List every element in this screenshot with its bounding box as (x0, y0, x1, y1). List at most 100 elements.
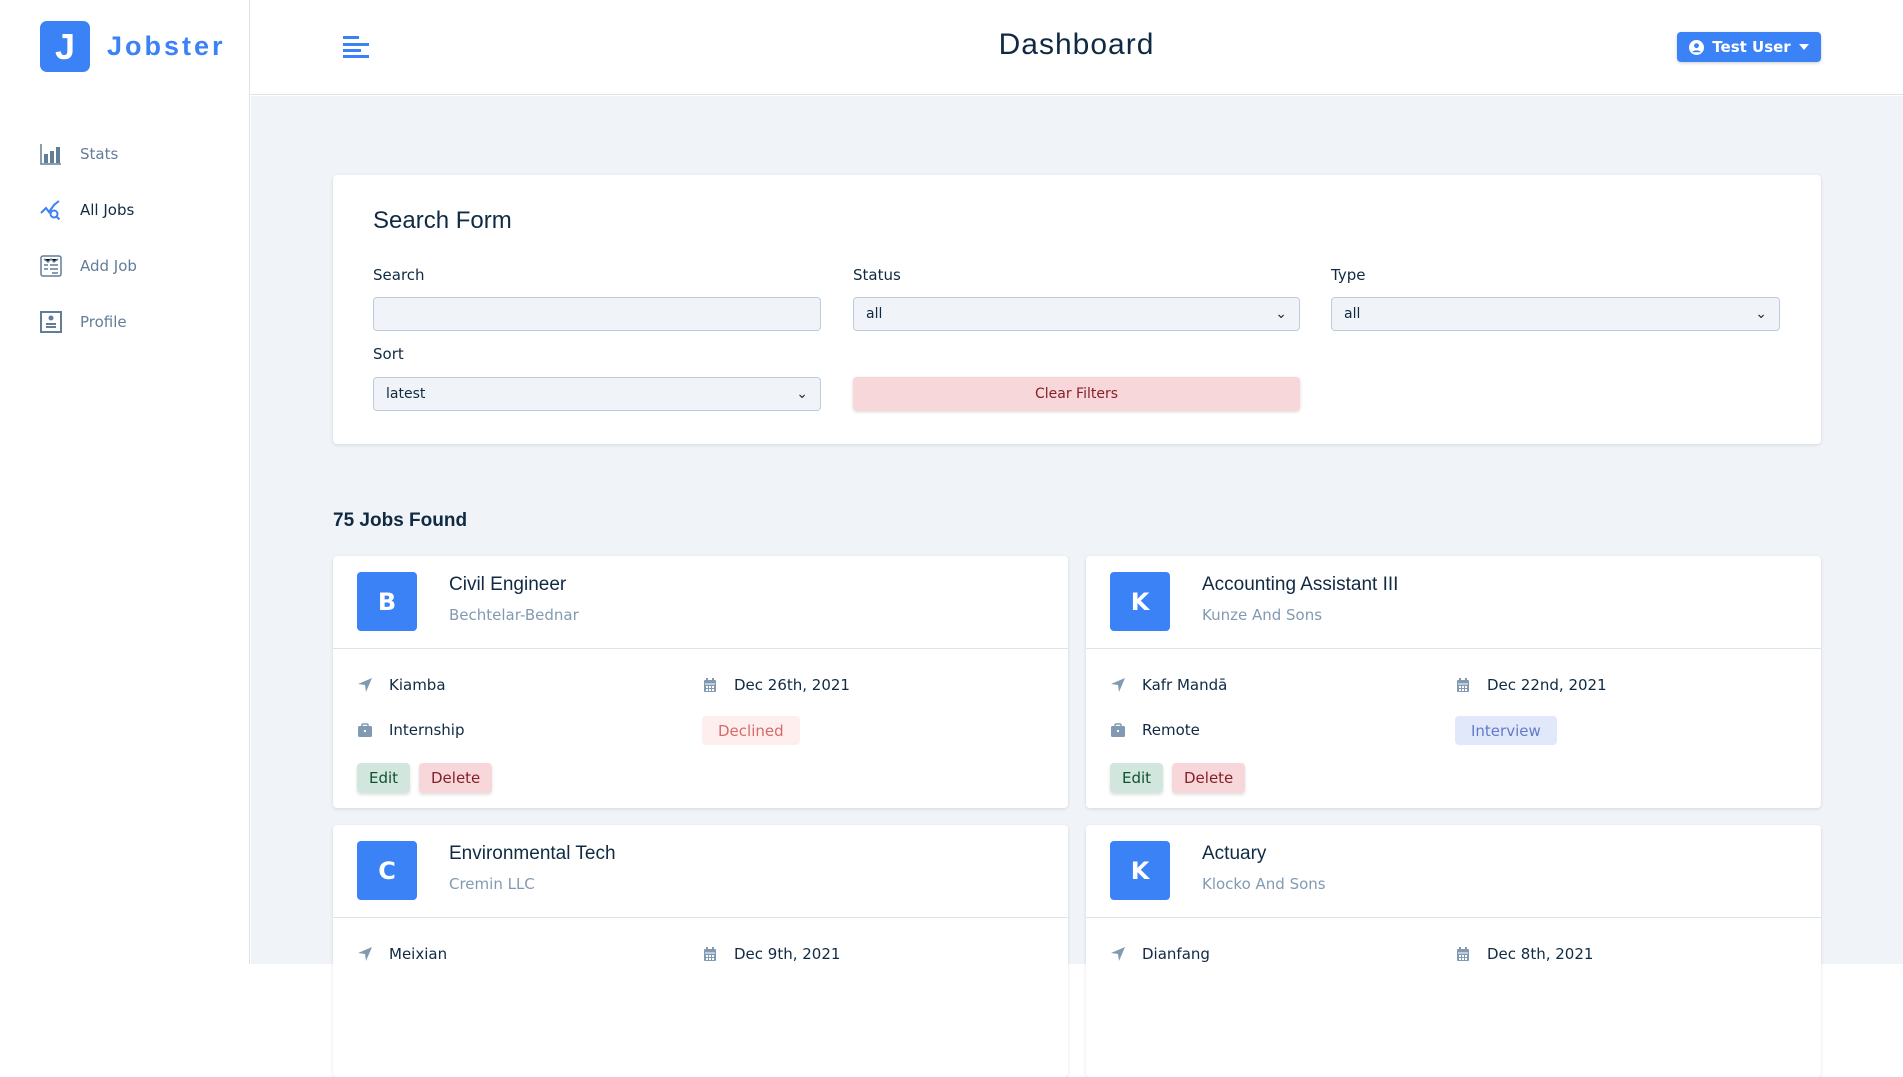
calendar-icon (704, 678, 716, 692)
page-title: Dashboard (998, 28, 1155, 61)
top-navbar: Dashboard Test User (250, 0, 1903, 95)
job-date-text: Dec 9th, 2021 (734, 945, 841, 963)
job-position: Civil Engineer (449, 574, 567, 595)
location-arrow-icon (1111, 947, 1125, 961)
sidebar-item-stats[interactable]: Stats (40, 140, 137, 168)
company-avatar: K (1110, 841, 1170, 900)
calendar-icon (704, 947, 716, 961)
job-location: Kafr Mandā (1110, 676, 1227, 694)
job-type-text: Internship (389, 721, 465, 739)
job-location: Meixian (357, 945, 447, 963)
user-menu-button[interactable]: Test User (1677, 32, 1821, 62)
status-label: Status (853, 266, 901, 284)
chevron-down-icon: ⌄ (1755, 306, 1767, 322)
edit-job-button[interactable]: Edit (1110, 763, 1164, 793)
sort-select-value: latest (386, 386, 426, 402)
delete-job-button[interactable]: Delete (1172, 763, 1246, 793)
sidebar-item-label: Add Job (80, 257, 137, 275)
sidebar-item-label: All Jobs (80, 201, 135, 219)
briefcase-icon (358, 723, 372, 737)
chevron-down-icon: ⌄ (1275, 306, 1287, 322)
calendar-icon (1457, 678, 1469, 692)
query-stats-icon (40, 200, 61, 221)
job-date: Dec 8th, 2021 (1455, 945, 1593, 963)
job-location: Kiamba (357, 676, 446, 694)
job-location-text: Kafr Mandā (1142, 676, 1228, 694)
job-type-text: Remote (1142, 721, 1200, 739)
location-arrow-icon (358, 947, 372, 961)
card-divider (1086, 648, 1821, 649)
profile-card-icon (40, 311, 62, 333)
job-date-text: Dec 26th, 2021 (734, 676, 850, 694)
logo-mark: J (40, 21, 90, 72)
card-divider (333, 917, 1068, 918)
job-type: Remote (1110, 721, 1200, 739)
briefcase-icon (1111, 723, 1125, 737)
status-select-value: all (866, 306, 883, 322)
job-position: Environmental Tech (449, 843, 616, 864)
bar-chart-icon (40, 144, 61, 165)
logo-text: Jobster (107, 31, 226, 61)
card-divider (333, 648, 1068, 649)
calendar-icon (1457, 947, 1469, 961)
company-avatar: K (1110, 572, 1170, 631)
job-company: Cremin LLC (449, 875, 535, 893)
job-date: Dec 22nd, 2021 (1455, 676, 1607, 694)
sidebar-item-label: Stats (80, 145, 119, 163)
user-name: Test User (1712, 38, 1791, 56)
job-position: Accounting Assistant III (1202, 574, 1399, 595)
location-arrow-icon (1111, 678, 1125, 692)
clear-filters-button[interactable]: Clear Filters (853, 377, 1300, 411)
type-label: Type (1331, 266, 1366, 284)
logo[interactable]: J Jobster (40, 21, 226, 72)
job-date: Dec 26th, 2021 (702, 676, 850, 694)
status-badge: Declined (702, 716, 800, 745)
menu-toggle-icon[interactable] (343, 35, 369, 59)
card-divider (1086, 917, 1821, 918)
jobs-found-count: 75 Jobs Found (333, 510, 468, 531)
job-card: B Civil Engineer Bechtelar-Bednar Kiamba… (333, 556, 1068, 808)
job-location: Dianfang (1110, 945, 1210, 963)
main-content: Search Form Search Status all ⌄ Type all ⌄… (251, 96, 1903, 1077)
type-select[interactable]: all ⌄ (1331, 297, 1780, 331)
status-badge: Interview (1455, 716, 1557, 745)
search-input[interactable] (373, 297, 821, 331)
jobs-list: B Civil Engineer Bechtelar-Bednar Kiamba… (333, 556, 1821, 1077)
search-form-title: Search Form (373, 207, 512, 234)
search-label: Search (373, 266, 425, 284)
job-date: Dec 9th, 2021 (702, 945, 840, 963)
search-form: Search Form Search Status all ⌄ Type all ⌄… (333, 175, 1821, 444)
sort-label: Sort (373, 345, 404, 363)
type-select-value: all (1344, 306, 1361, 322)
form-icon (40, 255, 62, 277)
job-date-text: Dec 8th, 2021 (1487, 945, 1594, 963)
job-company: Kunze And Sons (1202, 606, 1323, 624)
job-company: Bechtelar-Bednar (449, 606, 579, 624)
job-type: Internship (357, 721, 464, 739)
chevron-down-icon: ⌄ (796, 386, 808, 402)
job-location-text: Meixian (389, 945, 448, 963)
sidebar-item-label: Profile (80, 313, 127, 331)
sidebar-nav: Stats All Jobs Add Job Profile (40, 140, 137, 364)
edit-job-button[interactable]: Edit (357, 763, 411, 793)
job-card: K Accounting Assistant III Kunze And Son… (1086, 556, 1821, 808)
user-circle-icon (1689, 39, 1705, 55)
sidebar: J Jobster Stats All Jobs Add Job Profile (0, 0, 250, 964)
job-position: Actuary (1202, 843, 1267, 864)
job-card: C Environmental Tech Cremin LLC Meixian … (333, 825, 1068, 1077)
sidebar-item-all-jobs[interactable]: All Jobs (40, 196, 137, 224)
company-avatar: C (357, 841, 417, 900)
sidebar-item-profile[interactable]: Profile (40, 308, 137, 336)
job-company: Klocko And Sons (1202, 875, 1326, 893)
job-card: K Actuary Klocko And Sons Dianfang Dec 8… (1086, 825, 1821, 1077)
caret-down-icon (1798, 44, 1809, 50)
company-avatar: B (357, 572, 417, 631)
job-date-text: Dec 22nd, 2021 (1487, 676, 1607, 694)
job-location-text: Kiamba (389, 676, 446, 694)
location-arrow-icon (358, 678, 372, 692)
sidebar-item-add-job[interactable]: Add Job (40, 252, 137, 280)
status-select[interactable]: all ⌄ (853, 297, 1300, 331)
delete-job-button[interactable]: Delete (419, 763, 493, 793)
sort-select[interactable]: latest ⌄ (373, 377, 821, 411)
job-location-text: Dianfang (1142, 945, 1210, 963)
